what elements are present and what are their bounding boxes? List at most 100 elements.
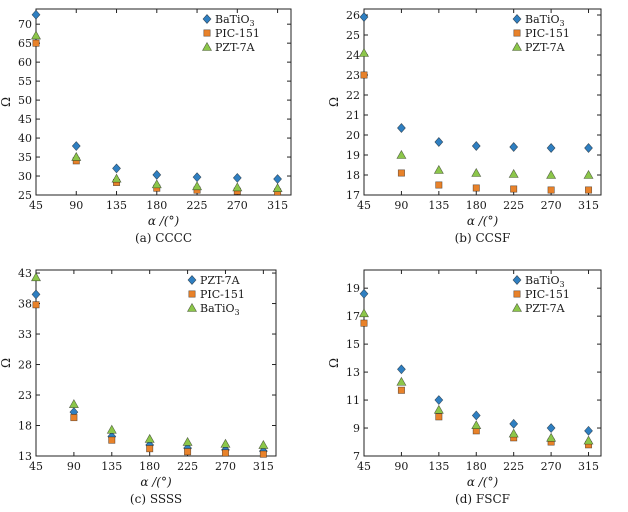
y-tick-label: 33: [18, 328, 32, 341]
y-tick-label: 25: [18, 189, 32, 202]
legend-label: BaTiO3: [215, 13, 255, 28]
legend-label: PZT-7A: [525, 302, 566, 315]
legend-label: PZT-7A: [200, 274, 241, 287]
data-point: [31, 289, 41, 300]
x-tick-label: 45: [29, 199, 43, 212]
data-point: [434, 395, 444, 406]
legend-label: BaTiO3: [200, 302, 240, 317]
legend-label: BaTiO3: [525, 13, 565, 28]
data-point: [30, 272, 42, 282]
data-point: [32, 39, 40, 47]
legend-marker: [512, 275, 522, 285]
chart-panel-1: 45 90 135 180 225 270 315 25 30 35 40 45 50 55 60 65 70 α…: [0, 8, 292, 245]
data-point: [583, 169, 594, 179]
data-point: [546, 432, 557, 442]
data-point: [583, 435, 594, 445]
legend-subscript: 3: [235, 308, 240, 317]
x-tick-label: 315: [578, 460, 599, 473]
data-point: [471, 420, 482, 430]
data-point: [192, 181, 203, 191]
data-point: [221, 449, 229, 457]
x-tick-label: 225: [503, 199, 524, 212]
y-tick-label: 60: [18, 56, 32, 69]
data-point: [546, 143, 556, 153]
y-tick-label: 19: [346, 282, 360, 295]
data-point: [108, 436, 116, 444]
data-point: [232, 172, 242, 183]
y-tick-label: 25: [346, 29, 360, 42]
y-axis-label: Ω: [327, 358, 341, 368]
data-point: [471, 167, 482, 177]
y-tick-label: 26: [346, 9, 360, 22]
y-tick-label: 22: [346, 89, 360, 102]
data-point: [584, 143, 593, 153]
x-tick-label: 45: [29, 460, 43, 473]
data-point: [397, 386, 405, 394]
data-point: [111, 173, 122, 183]
x-tick-label: 135: [428, 199, 449, 212]
data-point: [435, 181, 443, 189]
x-axis-label: α /(°): [467, 475, 499, 489]
y-tick-label: 30: [18, 170, 32, 183]
y-tick-label: 19: [346, 149, 360, 162]
legend-label: PZT-7A: [525, 41, 566, 54]
chart-caption: (c) SSSS: [130, 492, 182, 506]
data-point: [509, 142, 519, 152]
y-tick-label: 50: [18, 94, 32, 107]
data-point: [359, 288, 369, 299]
data-point: [258, 439, 269, 449]
data-point: [435, 413, 443, 421]
y-tick-label: 70: [18, 18, 32, 31]
x-axis-label: α /(°): [467, 214, 499, 228]
x-axis-label: α /(°): [148, 214, 180, 228]
data-point: [433, 164, 444, 174]
x-tick-label: 90: [69, 199, 83, 212]
y-tick-label: 24: [346, 49, 360, 62]
x-tick-label: 90: [67, 460, 81, 473]
data-point: [471, 141, 481, 151]
legend-subscript: 3: [560, 19, 565, 28]
data-point: [360, 319, 368, 327]
y-tick-label: 11: [346, 394, 360, 407]
y-tick-label: 20: [346, 129, 360, 142]
x-tick-label: 45: [357, 199, 371, 212]
x-tick-label: 225: [503, 460, 524, 473]
series-2: [360, 71, 593, 194]
data-point: [508, 168, 519, 178]
x-tick-label: 180: [466, 460, 487, 473]
data-point: [273, 174, 282, 185]
y-axis-label: Ω: [0, 358, 13, 368]
data-point: [547, 186, 555, 194]
data-point: [31, 9, 41, 20]
data-point: [472, 184, 480, 192]
y-tick-label: 65: [18, 37, 32, 50]
data-point: [434, 137, 444, 147]
y-tick-label: 17: [346, 310, 360, 323]
x-tick-label: 180: [466, 199, 487, 212]
chart-panel-4: 45 90 135 180 225 270 315 7 9 11 13 15 17 19 α /(°) Ω (d…: [327, 269, 602, 506]
y-tick-label: 43: [18, 267, 32, 280]
plot-frame: [363, 8, 602, 196]
x-tick-label: 315: [267, 199, 288, 212]
data-point: [232, 182, 243, 192]
plot-frame: [35, 269, 277, 457]
data-point: [259, 450, 267, 458]
legend-marker: [203, 29, 211, 37]
legend-marker: [187, 275, 197, 285]
legend-label: BaTiO3: [525, 274, 565, 289]
chart-panel-2: 45 90 135 180 225 270 315 17 18 19 20 21 22 23 24 25 26 α…: [327, 8, 602, 245]
data-point: [471, 410, 481, 421]
x-tick-label: 90: [394, 199, 408, 212]
data-point: [508, 428, 519, 438]
legend-subscript: 3: [560, 280, 565, 289]
data-point: [358, 308, 370, 318]
series-1: [359, 288, 593, 436]
data-point: [106, 424, 117, 434]
y-tick-label: 35: [18, 151, 32, 164]
legend-marker: [511, 302, 523, 312]
x-tick-label: 90: [394, 460, 408, 473]
data-point: [510, 185, 518, 193]
y-tick-label: 38: [18, 298, 32, 311]
